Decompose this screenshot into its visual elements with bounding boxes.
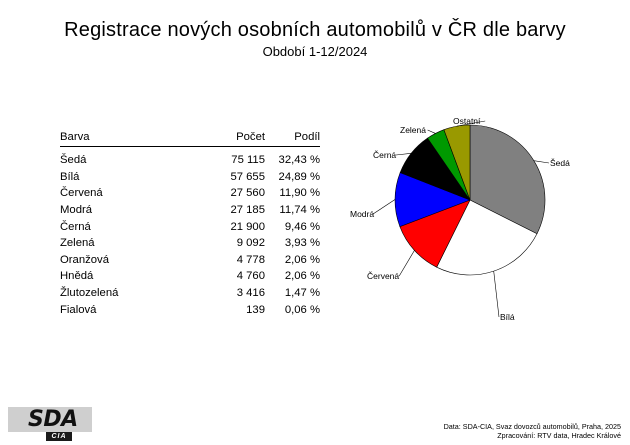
logo-band [8,407,92,432]
pie-leader-line [395,153,412,156]
page-title: Registrace nových osobních automobilů v … [64,19,566,41]
cell-podil: 2,06 % [284,270,320,283]
cell-barva: Zelená [60,237,95,250]
pie-slice-2 [436,199,538,276]
table-row: Zelená 9 092 3,93 % [60,235,320,252]
pie-chart: Šedá Bílá Červená Modrá Černá Zelená Ostatní [330,100,590,340]
source-line-2: Zpracování: RTV data, Hradec Králové [497,431,621,440]
logo-sub: CIA [46,432,72,441]
cell-pocet: 3 416 [236,287,265,300]
cell-barva: Bílá [60,170,80,183]
source-line-1: Data: SDA-CIA, Svaz dovozců automobilů, … [443,422,621,431]
cell-barva: Hnědá [60,270,94,283]
cell-pocet: 27 185 [230,204,265,217]
pie-chart-svg: Šedá Bílá Červená Modrá Černá Zelená Ostatní [350,116,570,322]
cell-pocet: 139 [246,303,265,316]
header-pocet: Počet [236,131,265,143]
cell-pocet: 27 560 [230,187,265,200]
table-row: Fialová 139 0,06 % [60,301,320,318]
pie-leader-line [493,271,500,318]
pie-leader-line [456,120,486,127]
cell-podil: 0,06 % [284,303,320,316]
cell-barva: Černá [60,220,91,233]
cell-pocet: 57 655 [230,170,265,183]
cell-podil: 2,06 % [284,253,320,266]
header-barva: Barva [60,131,90,143]
pie-leader-line [427,129,436,134]
table-row: Šedá 75 115 32,43 % [60,152,320,169]
table-row: Modrá 27 185 11,74 % [60,202,320,219]
cell-pocet: 21 900 [230,220,265,233]
table-row: Bílá 57 655 24,89 % [60,169,320,186]
cell-podil: 3,93 % [284,237,320,250]
table-body: Šedá 75 115 32,43 % Bílá 57 655 24,89 % Červen… [60,152,320,318]
cell-podil: 24,89 % [278,170,320,183]
table-row: Červená 27 560 11,90 % [60,185,320,202]
cell-pocet: 4 778 [236,253,265,266]
cell-pocet: 9 092 [236,237,265,250]
pie-label: Modrá [350,209,374,219]
cell-podil: 11,90 % [279,187,320,200]
pie-label: Černá [373,150,396,160]
pie-label: Šedá [550,158,570,168]
source-note: Data: SDA-CIA, Svaz dovozců automobilů, … [444,422,621,440]
pie-label: Bílá [500,312,515,322]
color-table: Barva Počet Podíl Šedá 75 115 32,43 % Bílá 5… [60,131,320,318]
cell-pocet: 4 760 [236,270,265,283]
cell-podil: 9,46 % [284,220,320,233]
table-header: Barva Počet Podíl [60,131,320,147]
pie-label: Červená [367,271,399,281]
pie-slice-7 [443,124,471,201]
cell-barva: Modrá [60,204,93,217]
page-subtitle: Období 1-12/2024 [262,44,368,59]
sda-logo: SDA CIA [8,407,92,441]
cell-pocet: 75 115 [231,154,265,167]
pie-leader-line [398,250,415,277]
cell-barva: Červená [60,187,103,200]
cell-podil: 32,43 % [278,154,320,167]
pie-leader-line [372,199,396,215]
cell-barva: Oranžová [60,253,109,266]
header-podil: Podíl [294,131,320,143]
cell-barva: Fialová [60,303,97,316]
table-row: Černá 21 900 9,46 % [60,218,320,235]
pie-label: Zelená [400,125,426,135]
pie-slice-1 [469,124,546,235]
cell-podil: 11,74 % [279,204,320,217]
logo-word: SDA [28,407,78,432]
pie-label: Ostatní [453,116,481,126]
table-row: Žlutozelená 3 416 1,47 % [60,285,320,302]
table-row: Oranžová 4 778 2,06 % [60,252,320,269]
cell-barva: Žlutozelená [60,287,119,300]
pie-leader-line [533,160,550,164]
cell-barva: Šedá [60,154,87,167]
table-row: Hnědá 4 760 2,06 % [60,268,320,285]
cell-podil: 1,47 % [284,287,320,300]
